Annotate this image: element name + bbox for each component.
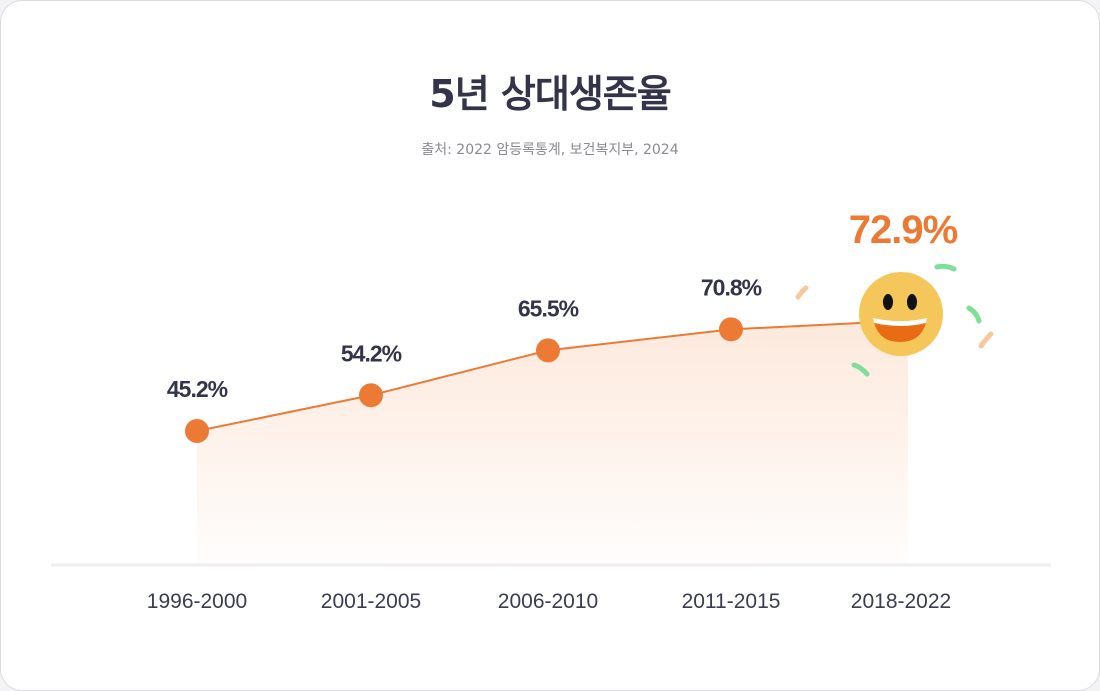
data-point (719, 317, 743, 342)
data-point (536, 338, 560, 363)
data-point (359, 383, 383, 408)
area-fill (197, 320, 908, 564)
data-label: 65.5% (518, 295, 579, 321)
confetti-icon (978, 331, 994, 349)
x-tick-label: 2001-2005 (321, 590, 421, 613)
data-label: 70.8% (701, 274, 762, 300)
emoji-eye-icon (883, 294, 893, 310)
confetti-icon (966, 305, 982, 324)
emoji-teeth-icon (873, 318, 927, 326)
chart-source: 출처: 2022 암등록통계, 보건복지부, 2024 (421, 142, 679, 158)
confetti-icon (934, 263, 957, 272)
x-tick-label: 1996-2000 (147, 590, 247, 613)
chart-title: 5년 상대생존율 (429, 72, 671, 116)
x-tick-label: 2011-2015 (682, 590, 781, 613)
data-label: 54.2% (341, 340, 402, 366)
confetti-icon (795, 285, 809, 300)
confetti-icon (851, 362, 870, 377)
data-label: 45.2% (167, 376, 228, 402)
emoji-eye-icon (907, 294, 917, 310)
x-tick-label: 2018-2022 (851, 590, 951, 613)
data-point (185, 419, 209, 443)
x-tick-label: 2006-2010 (498, 590, 598, 613)
smiley-emoji-icon (859, 272, 943, 356)
data-label: 72.9% (849, 208, 958, 252)
